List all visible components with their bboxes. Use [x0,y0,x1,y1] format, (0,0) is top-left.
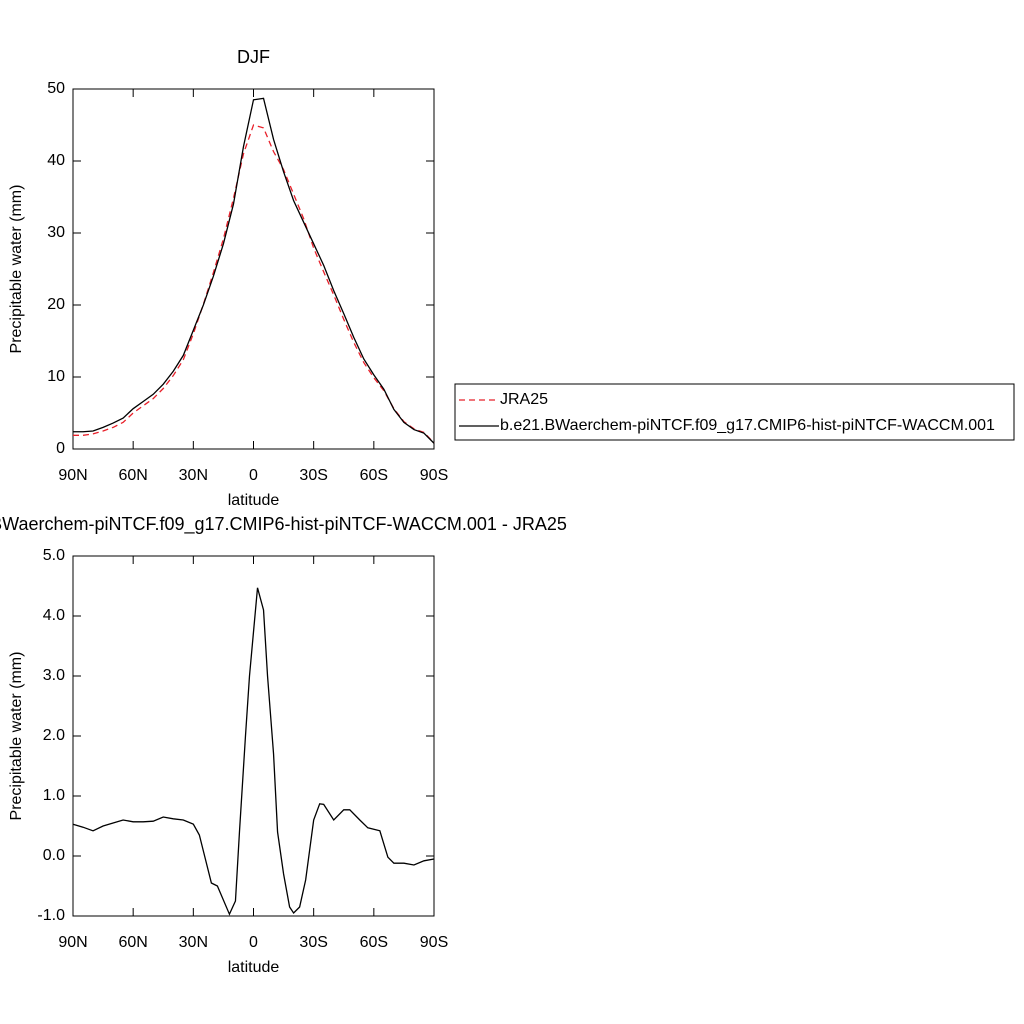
y-tick-label: 10 [47,368,65,385]
x-tick-label: 90N [58,934,87,951]
y-tick-label: 3.0 [43,667,65,684]
x-tick-label: 60N [118,934,147,951]
data-line [72,587,435,916]
chart-title: b.e21.BWaerchem-piNTCF.f09_g17.CMIP6-his… [0,514,567,535]
y-tick-label: 0 [56,440,65,457]
y-tick-label: 50 [47,80,65,97]
chart-title: DJF [237,47,270,67]
y-tick-label: 20 [47,296,65,313]
x-tick-label: 30S [299,934,327,951]
legend-label: b.e21.BWaerchem-piNTCF.f09_g17.CMIP6-his… [500,417,995,434]
x-tick-label: 30N [179,934,208,951]
data-line [73,97,435,444]
y-tick-label: -1.0 [37,907,65,924]
x-tick-label: 0 [249,934,258,951]
plot-frame [72,555,435,917]
x-tick-label: 60N [118,467,147,484]
x-tick-label: 60S [360,934,388,951]
y-tick-label: 30 [47,224,65,241]
y-axis-label: Precipitable water (mm) [8,185,25,354]
x-axis-label: latitude [228,492,280,509]
x-tick-label: 30N [179,467,208,484]
x-tick-label: 90S [420,467,448,484]
x-tick-label: 90S [420,934,448,951]
y-axis-label: Precipitable water (mm) [8,652,25,821]
y-tick-label: 1.0 [43,787,65,804]
y-tick-label: 40 [47,152,65,169]
x-tick-label: 90N [58,467,87,484]
x-tick-label: 30S [299,467,327,484]
x-tick-label: 60S [360,467,388,484]
y-tick-label: 2.0 [43,727,65,744]
x-tick-label: 0 [249,467,258,484]
y-tick-label: 0.0 [43,847,65,864]
x-axis-label: latitude [228,959,280,976]
data-line [73,124,435,444]
legend-label: JRA25 [500,391,548,408]
y-tick-label: 5.0 [43,547,65,564]
y-tick-label: 4.0 [43,607,65,624]
plot-frame [72,88,435,450]
legend-box [454,383,1015,441]
